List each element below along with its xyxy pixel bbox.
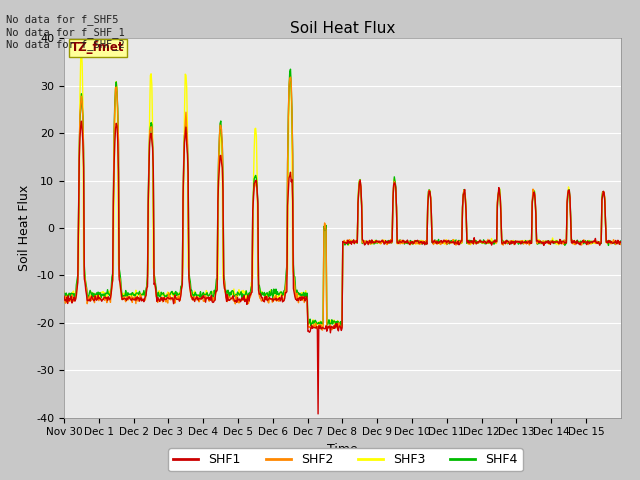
SHF1 — [60, 293, 68, 299]
SHF4 — [60, 291, 68, 297]
SHF2 — [287, 74, 294, 80]
SHF3 — [277, 290, 285, 296]
SHF3 — [77, 48, 85, 54]
SHF4 — [338, 324, 346, 330]
SHF2 — [319, 327, 326, 333]
SHF1 — [277, 295, 285, 301]
SHF4 — [287, 66, 294, 72]
SHF1 — [126, 296, 134, 301]
SHF1 — [256, 291, 264, 297]
SHF4 — [433, 238, 440, 244]
SHF3 — [433, 238, 440, 244]
SHF3 — [126, 292, 134, 298]
SHF1 — [228, 295, 236, 301]
SHF1 — [77, 118, 85, 124]
SHF4 — [401, 240, 409, 245]
SHF1 — [314, 411, 322, 417]
SHF2 — [60, 297, 68, 303]
Text: TZ_fmet: TZ_fmet — [71, 41, 124, 54]
Text: No data for f_SHF5
No data for f_SHF_1
No data for f_SHF_2: No data for f_SHF5 No data for f_SHF_1 N… — [6, 14, 125, 50]
SHF3 — [401, 240, 409, 246]
SHF3 — [60, 288, 68, 294]
SHF2 — [617, 241, 625, 247]
SHF2 — [255, 293, 263, 299]
SHF4 — [276, 290, 284, 296]
SHF2 — [228, 294, 236, 300]
X-axis label: Time: Time — [327, 443, 358, 456]
Line: SHF1: SHF1 — [64, 121, 621, 414]
SHF1 — [617, 239, 625, 245]
SHF4 — [255, 282, 263, 288]
SHF3 — [312, 325, 320, 331]
Line: SHF2: SHF2 — [64, 77, 621, 330]
SHF3 — [617, 239, 625, 245]
SHF4 — [228, 288, 236, 294]
SHF4 — [125, 291, 133, 297]
Title: Soil Heat Flux: Soil Heat Flux — [290, 21, 395, 36]
Legend: SHF1, SHF2, SHF3, SHF4: SHF1, SHF2, SHF3, SHF4 — [168, 448, 523, 471]
SHF2 — [276, 297, 284, 302]
SHF2 — [401, 240, 409, 246]
SHF3 — [256, 286, 264, 292]
Line: SHF3: SHF3 — [64, 51, 621, 328]
SHF1 — [401, 239, 409, 244]
SHF4 — [617, 238, 625, 244]
SHF3 — [228, 292, 236, 298]
Y-axis label: Soil Heat Flux: Soil Heat Flux — [17, 185, 31, 271]
SHF2 — [125, 296, 133, 301]
SHF2 — [433, 239, 440, 245]
Line: SHF4: SHF4 — [64, 69, 621, 327]
SHF1 — [433, 240, 440, 246]
